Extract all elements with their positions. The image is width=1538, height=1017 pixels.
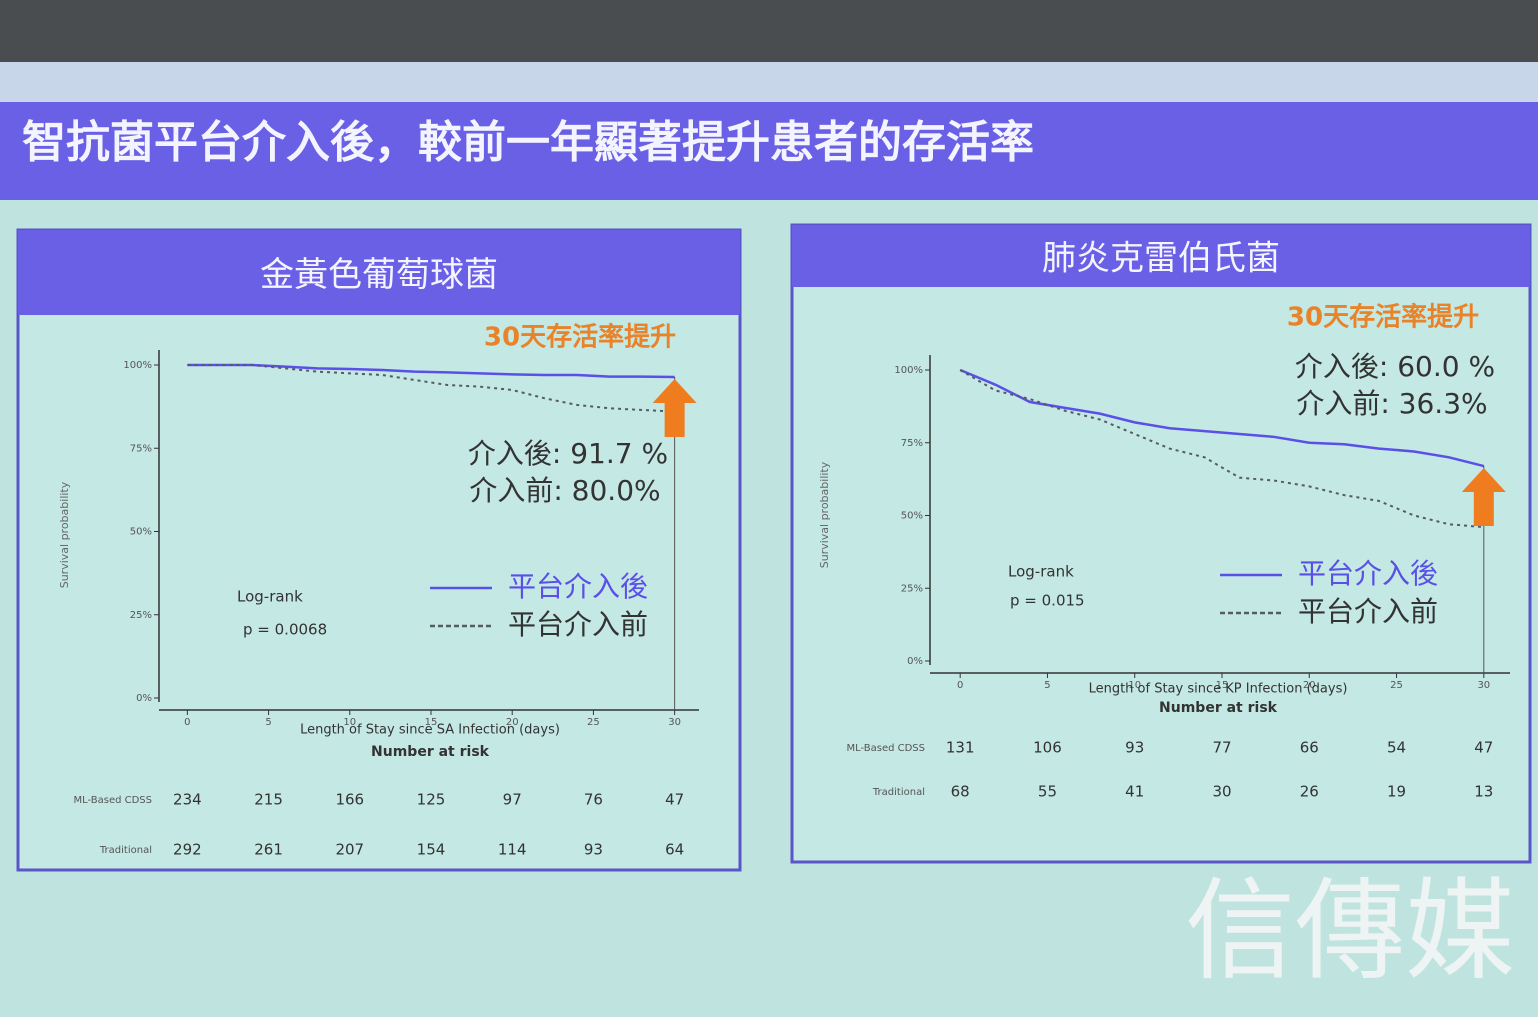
x-tick-label: 10 bbox=[343, 717, 356, 728]
risk-value: 97 bbox=[503, 791, 522, 809]
y-tick-label: 50% bbox=[901, 511, 923, 522]
x-tick-label: 15 bbox=[1216, 680, 1229, 691]
risk-value: 47 bbox=[1474, 739, 1493, 757]
panel bbox=[16, 228, 742, 872]
annotation: p = 0.015 bbox=[1010, 592, 1085, 610]
risk-value: 19 bbox=[1387, 783, 1406, 801]
legend-label: 平台介入後 bbox=[508, 570, 648, 603]
annotation: 介入後: 60.0 % bbox=[1295, 350, 1495, 383]
y-tick-label: 25% bbox=[901, 583, 923, 594]
x-tick-label: 5 bbox=[1044, 680, 1050, 691]
risk-row-label: Traditional bbox=[872, 787, 925, 798]
risk-value: 54 bbox=[1387, 739, 1406, 757]
y-tick-label: 50% bbox=[130, 527, 152, 538]
x-axis-title: Length of Stay since SA Infection (days) bbox=[300, 723, 560, 738]
legend-label: 平台介入後 bbox=[1298, 557, 1438, 590]
slide-title: 智抗菌平台介入後，較前一年顯著提升患者的存活率 bbox=[22, 117, 1034, 168]
risk-value: 26 bbox=[1300, 783, 1319, 801]
risk-row-label: ML-Based CDSS bbox=[73, 795, 152, 806]
risk-value: 93 bbox=[1125, 739, 1144, 757]
risk-value: 55 bbox=[1038, 783, 1057, 801]
annotation: 30天存活率提升 bbox=[1287, 302, 1479, 333]
risk-value: 13 bbox=[1474, 783, 1493, 801]
x-tick-label: 10 bbox=[1128, 680, 1141, 691]
panel-title: 金黃色葡萄球菌 bbox=[260, 255, 498, 295]
y-tick-label: 100% bbox=[894, 365, 923, 376]
x-tick-label: 20 bbox=[1303, 680, 1316, 691]
risk-value: 93 bbox=[584, 841, 603, 859]
x-tick-label: 20 bbox=[506, 717, 519, 728]
x-tick-label: 5 bbox=[265, 717, 271, 728]
x-tick-label: 25 bbox=[587, 717, 600, 728]
panel-header bbox=[18, 230, 740, 315]
panel bbox=[790, 223, 1532, 864]
x-tick-label: 0 bbox=[957, 680, 963, 691]
risk-value: 292 bbox=[173, 841, 202, 859]
annotation: 30天存活率提升 bbox=[484, 322, 676, 353]
annotation: Log-rank bbox=[1008, 563, 1074, 581]
risk-value: 215 bbox=[254, 791, 283, 809]
x-tick-label: 0 bbox=[184, 717, 190, 728]
km-line bbox=[187, 363, 675, 379]
panel-header bbox=[792, 225, 1530, 287]
y-axis-title: Survival probability bbox=[818, 461, 831, 568]
risk-row-label: ML-Based CDSS bbox=[846, 743, 925, 754]
annotation: p = 0.0068 bbox=[243, 621, 327, 639]
risk-value: 68 bbox=[951, 783, 970, 801]
annotation: Log-rank bbox=[237, 588, 303, 606]
x-tick-label: 30 bbox=[668, 717, 681, 728]
title-band bbox=[0, 102, 1538, 200]
y-axis-title: Survival probability bbox=[58, 481, 71, 588]
x-axis-title: Length of Stay since KP Infection (days) bbox=[1089, 682, 1348, 697]
annotation: 介入前: 80.0% bbox=[469, 474, 660, 507]
risk-row-label: Traditional bbox=[99, 845, 152, 856]
y-tick-label: 75% bbox=[901, 438, 923, 449]
y-tick-label: 25% bbox=[130, 610, 152, 621]
risk-value: 66 bbox=[1300, 739, 1319, 757]
risk-value: 125 bbox=[417, 791, 446, 809]
y-tick-label: 100% bbox=[123, 360, 152, 371]
risk-value: 207 bbox=[335, 841, 364, 859]
top-strip bbox=[0, 0, 1538, 62]
x-tick-label: 25 bbox=[1390, 680, 1403, 691]
risk-value: 76 bbox=[584, 791, 603, 809]
risk-value: 234 bbox=[173, 791, 202, 809]
watermark: 信傳媒 bbox=[1185, 867, 1515, 995]
arrow bbox=[652, 378, 697, 437]
risk-value: 114 bbox=[498, 841, 527, 859]
annotation: 介入後: 91.7 % bbox=[468, 437, 668, 470]
legend-label: 平台介入前 bbox=[1298, 595, 1438, 628]
panel-title: 肺炎克雷伯氏菌 bbox=[1042, 239, 1280, 279]
x-tick-label: 30 bbox=[1477, 680, 1490, 691]
risk-value: 261 bbox=[254, 841, 283, 859]
risk-value: 166 bbox=[335, 791, 364, 809]
risk-value: 131 bbox=[946, 739, 975, 757]
risk-title: Number at risk bbox=[1159, 700, 1278, 716]
risk-value: 47 bbox=[665, 791, 684, 809]
y-tick-label: 0% bbox=[907, 656, 923, 667]
km-line bbox=[959, 368, 1485, 468]
risk-value: 106 bbox=[1033, 739, 1062, 757]
legend-label: 平台介入前 bbox=[508, 608, 648, 641]
annotation: 介入前: 36.3% bbox=[1296, 387, 1487, 420]
risk-value: 154 bbox=[417, 841, 446, 859]
y-tick-label: 75% bbox=[130, 443, 152, 454]
arrow bbox=[1461, 468, 1506, 527]
top-light bbox=[0, 62, 1538, 102]
risk-value: 77 bbox=[1212, 739, 1231, 757]
risk-value: 64 bbox=[665, 841, 684, 859]
x-tick-label: 15 bbox=[425, 717, 438, 728]
y-tick-label: 0% bbox=[136, 693, 152, 704]
risk-value: 30 bbox=[1212, 783, 1231, 801]
km-line bbox=[959, 369, 1484, 529]
risk-title: Number at risk bbox=[371, 744, 490, 760]
risk-value: 41 bbox=[1125, 783, 1144, 801]
